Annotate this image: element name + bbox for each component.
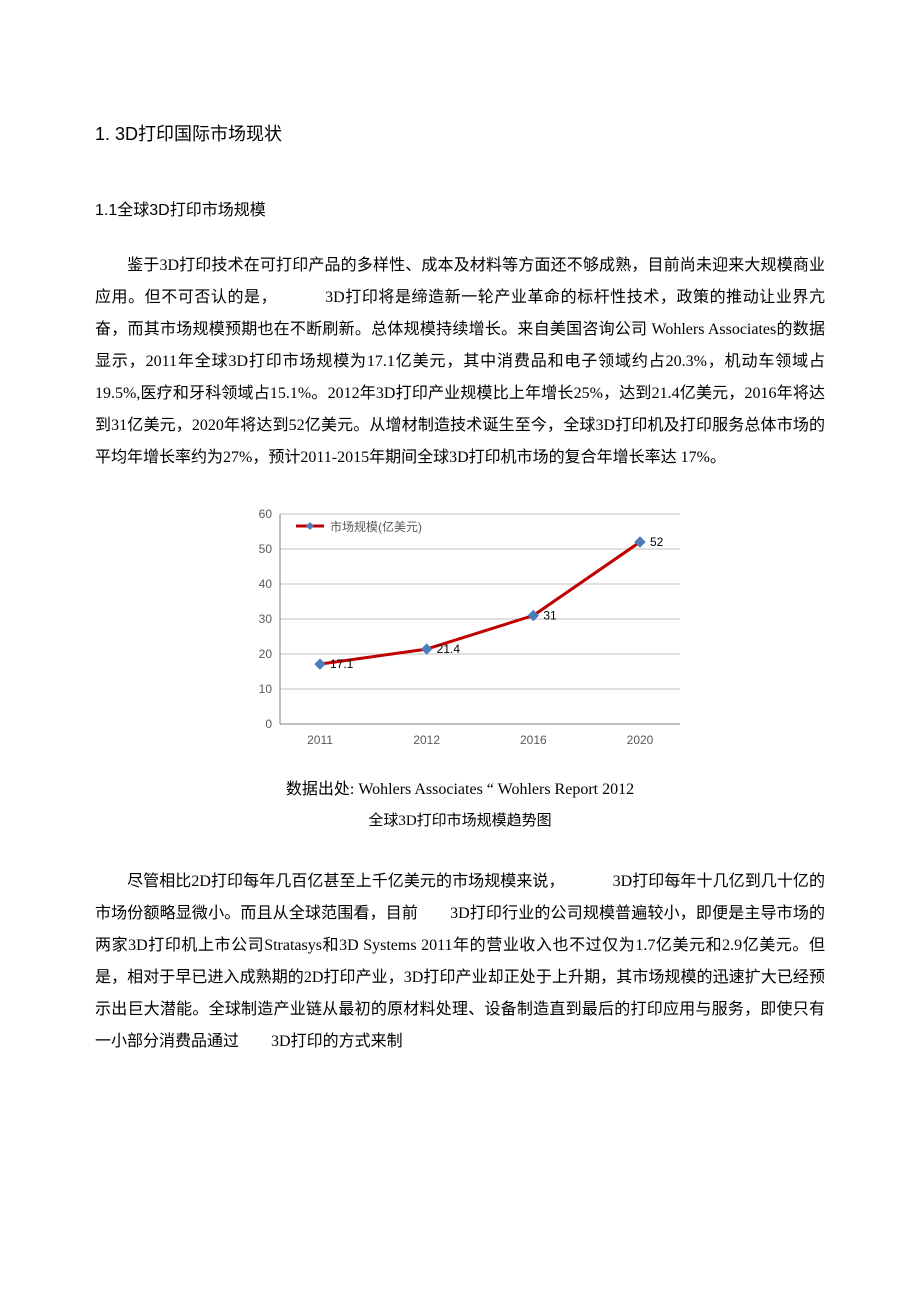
svg-text:10: 10 [259, 682, 273, 696]
svg-text:31: 31 [543, 609, 557, 623]
paragraph-1: 鉴于3D打印技术在可打印产品的多样性、成本及材料等方面还不够成熟，目前尚未迎来大… [95, 250, 825, 474]
svg-text:50: 50 [259, 542, 273, 556]
svg-text:2016: 2016 [520, 733, 547, 747]
paragraph-2: 尽管相比2D打印每年几百亿甚至上千亿美元的市场规模来说，3D打印每年十几亿到几十… [95, 866, 825, 1058]
market-size-line-chart: 0 10 20 30 40 50 60 17.1 21.4 31 52 2011 2012 2016 202… [230, 504, 690, 764]
svg-text:2011: 2011 [307, 733, 333, 747]
chart-title-caption: 全球3D打印市场规模趋势图 [95, 806, 825, 836]
paragraph-2-text-c: 3D打印行业的公司规模普遍较小，即便是主导市场的两家3D打印机上市公司Strat… [95, 905, 825, 1050]
heading-2: 1.1全球3D打印市场规模 [95, 196, 825, 220]
heading-1: 1. 3D打印国际市场现状 [95, 120, 825, 146]
svg-text:0: 0 [265, 717, 272, 731]
svg-text:21.4: 21.4 [437, 642, 461, 656]
paragraph-1-text-b: 3D打印将是缔造新一轮产业革命的标杆性技术，政策的推动让业界亢奋，而其市场规模预… [95, 289, 825, 466]
document-page: 1. 3D打印国际市场现状 1.1全球3D打印市场规模 鉴于3D打印技术在可打印… [0, 0, 920, 1303]
svg-text:40: 40 [259, 577, 273, 591]
svg-text:17.1: 17.1 [330, 657, 354, 671]
svg-text:2012: 2012 [413, 733, 440, 747]
chart-source-caption: 数据出处: Wohlers Associates “ Wohlers Repor… [95, 774, 825, 806]
paragraph-2-text-a: 尽管相比2D打印每年几百亿甚至上千亿美元的市场规模来说， [127, 873, 565, 890]
svg-text:60: 60 [259, 507, 273, 521]
paragraph-2-text-d: 3D打印的方式来制 [271, 1033, 403, 1050]
svg-text:市场规模(亿美元): 市场规模(亿美元) [330, 519, 422, 534]
svg-text:52: 52 [650, 535, 664, 549]
svg-text:30: 30 [259, 612, 273, 626]
svg-text:20: 20 [259, 647, 273, 661]
svg-text:2020: 2020 [627, 733, 654, 747]
chart-container: 0 10 20 30 40 50 60 17.1 21.4 31 52 2011 2012 2016 202… [230, 504, 690, 764]
